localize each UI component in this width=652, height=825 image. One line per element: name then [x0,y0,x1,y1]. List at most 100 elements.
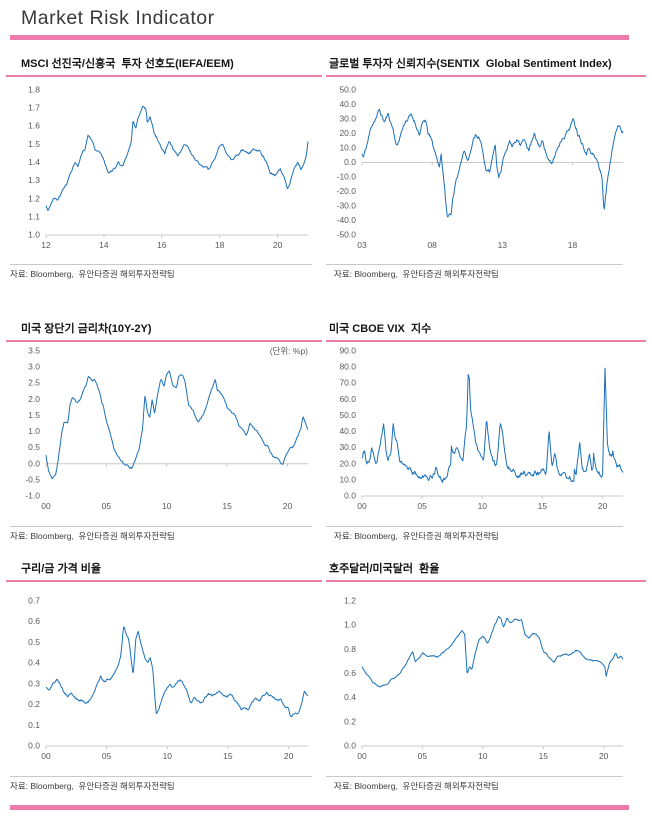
chart-canvas-msci: 1.0 1.1 1.2 1.3 1.4 1.5 1.6 1.7 1.8 12 14 16 18 20 [28,85,309,250]
svg-text:08: 08 [427,240,437,250]
svg-text:0.4: 0.4 [28,658,40,668]
chart-title: 구리/금 가격 비율 [21,563,102,575]
chart-title: 미국 장단기 금리차(10Y-2Y) [21,323,152,335]
svg-text:50.0: 50.0 [339,410,356,420]
svg-text:0.6: 0.6 [344,668,356,678]
chart-source: 자료: Bloomberg, 유안타증권 해외투자전략팀 [10,781,175,791]
svg-text:3.5: 3.5 [28,346,40,356]
svg-text:60.0: 60.0 [339,394,356,404]
chart-title-underline [6,580,322,582]
svg-text:1.0: 1.0 [344,620,356,630]
svg-text:1.6: 1.6 [28,121,40,131]
svg-text:16: 16 [157,240,167,250]
svg-text:05: 05 [102,751,112,761]
svg-text:05: 05 [417,501,427,511]
svg-text:30.0: 30.0 [339,114,356,124]
chart-source: 자료: Bloomberg, 유안타증권 해외투자전략팀 [334,781,499,791]
svg-text:20: 20 [284,751,294,761]
svg-text:1.2: 1.2 [344,596,356,606]
svg-text:20: 20 [598,501,608,511]
chart-title-underline [326,340,646,342]
svg-text:0.2: 0.2 [344,716,356,726]
chart-title: MSCI 선진국/신흥국 투자 선호도(IEFA/EEM) [21,58,234,70]
svg-text:2.5: 2.5 [28,378,40,388]
svg-text:1.5: 1.5 [28,410,40,420]
svg-text:10: 10 [478,501,488,511]
chart-canvas-vix: 0.0 10.0 20.0 30.0 40.0 50.0 60.0 70.0 80.0 90.0 0… [339,346,624,511]
svg-text:-50.0: -50.0 [337,230,357,240]
chart-canvas-sentix: -50.0 -40.0 -30.0 -20.0 -10.0 0.0 10.0 20.0 30.0… [337,85,624,250]
svg-text:10: 10 [478,751,488,761]
svg-text:10.0: 10.0 [339,143,356,153]
chart-title: 호주달러/미국달러 환율 [329,563,440,575]
source-divider [10,526,312,527]
svg-text:18: 18 [568,240,578,250]
svg-text:20: 20 [283,501,293,511]
svg-text:1.8: 1.8 [28,85,40,95]
top-accent-bar [10,35,629,40]
chart-canvas-copper-gold: 0.0 0.1 0.2 0.3 0.4 0.5 0.6 0.7 00 05 10 15 20 [28,596,309,761]
source-divider [326,264,623,265]
svg-text:20.0: 20.0 [339,128,356,138]
svg-text:0.3: 0.3 [28,678,40,688]
svg-text:18: 18 [215,240,225,250]
svg-text:05: 05 [418,751,428,761]
svg-text:0.2: 0.2 [28,699,40,709]
svg-text:1.7: 1.7 [28,103,40,113]
source-divider [10,264,312,265]
svg-text:2.0: 2.0 [28,394,40,404]
svg-text:-0.5: -0.5 [25,474,40,484]
svg-text:10: 10 [162,501,172,511]
svg-text:90.0: 90.0 [339,346,356,356]
chart-source: 자료: Bloomberg, 유안타증권 해외투자전략팀 [334,531,499,541]
svg-text:00: 00 [357,751,367,761]
svg-text:20.0: 20.0 [339,458,356,468]
svg-text:-10.0: -10.0 [337,172,357,182]
chart-us-yield-spread: 미국 장단기 금리차(10Y-2Y) -1.0 -0.5 0.0 0.5 1.0 1.5 2… [6,320,322,555]
svg-text:30.0: 30.0 [339,442,356,452]
svg-text:80.0: 80.0 [339,362,356,372]
svg-text:15: 15 [539,751,549,761]
svg-text:1.4: 1.4 [28,157,40,167]
svg-text:40.0: 40.0 [339,99,356,109]
svg-text:3.0: 3.0 [28,362,40,372]
svg-text:-30.0: -30.0 [337,201,357,211]
svg-text:00: 00 [41,501,51,511]
svg-text:1.3: 1.3 [28,175,40,185]
svg-text:0.0: 0.0 [28,741,40,751]
chart-copper-gold-ratio: 구리/금 가격 비율 0.0 0.1 0.2 0.3 0.4 0.5 0.6 0.7 00 05 1… [6,560,322,800]
bottom-accent-bar [10,805,629,810]
svg-text:15: 15 [223,751,233,761]
svg-text:(단위: %p): (단위: %p) [270,346,308,356]
chart-canvas-aud-usd: 0.0 0.2 0.4 0.6 0.8 1.0 1.2 00 05 10 15 20 [344,596,624,761]
svg-text:0.5: 0.5 [28,637,40,647]
svg-text:10: 10 [163,751,173,761]
chart-title-underline [6,75,322,77]
svg-text:0.0: 0.0 [28,458,40,468]
svg-text:14: 14 [99,240,109,250]
svg-text:05: 05 [102,501,112,511]
svg-text:1.5: 1.5 [28,139,40,149]
svg-text:0.0: 0.0 [344,157,356,167]
chart-cboe-vix: 미국 CBOE VIX 지수 0.0 10.0 20.0 30.0 40.0 50.0 60… [326,320,646,555]
svg-text:0.6: 0.6 [28,616,40,626]
svg-text:0.0: 0.0 [344,741,356,751]
chart-title: 글로벌 투자자 신뢰지수(SENTIX Global Sentiment Ind… [329,58,612,70]
svg-text:50.0: 50.0 [339,85,356,95]
svg-text:12: 12 [41,240,51,250]
svg-text:20: 20 [273,240,283,250]
svg-text:0.1: 0.1 [28,720,40,730]
svg-text:0.0: 0.0 [344,491,356,501]
chart-source: 자료: Bloomberg, 유안타증권 해외투자전략팀 [334,269,499,279]
svg-text:1.0: 1.0 [28,426,40,436]
svg-text:0.7: 0.7 [28,596,40,606]
svg-text:1.2: 1.2 [28,193,40,203]
chart-title-underline [326,580,646,582]
chart-source: 자료: Bloomberg, 유안타증권 해외투자전략팀 [10,269,175,279]
svg-text:03: 03 [357,240,367,250]
svg-text:0.4: 0.4 [344,692,356,702]
chart-title: 미국 CBOE VIX 지수 [329,323,432,335]
svg-text:0.5: 0.5 [28,442,40,452]
svg-text:70.0: 70.0 [339,378,356,388]
